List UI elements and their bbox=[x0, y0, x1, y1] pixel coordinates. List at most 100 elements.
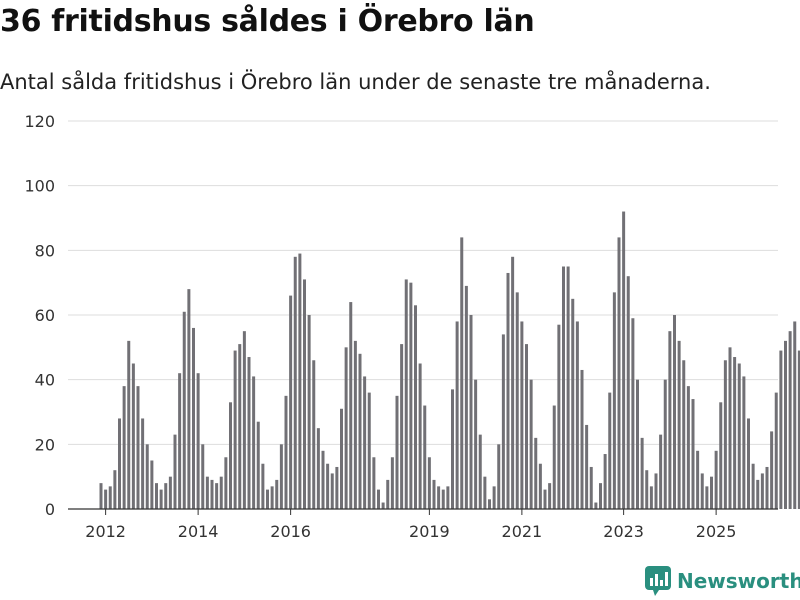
bar bbox=[266, 489, 269, 509]
bar bbox=[168, 476, 172, 509]
bar bbox=[696, 450, 700, 509]
bar bbox=[751, 463, 755, 509]
bar bbox=[400, 344, 404, 509]
bar bbox=[108, 486, 112, 509]
bar bbox=[344, 347, 348, 509]
bar bbox=[390, 457, 394, 509]
bar bbox=[298, 253, 302, 509]
bar bbox=[99, 483, 103, 509]
bar bbox=[511, 256, 515, 509]
bar bbox=[571, 298, 575, 509]
bar bbox=[307, 315, 311, 509]
bar bbox=[774, 392, 778, 509]
bar bbox=[469, 315, 473, 509]
bar bbox=[340, 408, 343, 509]
bar bbox=[289, 295, 293, 509]
bar bbox=[737, 363, 741, 509]
bar bbox=[242, 331, 246, 509]
bar bbox=[270, 486, 274, 509]
bar bbox=[797, 350, 800, 509]
bar bbox=[261, 463, 265, 509]
bar bbox=[349, 302, 353, 509]
bar bbox=[229, 402, 232, 509]
bar bbox=[700, 473, 704, 509]
bar bbox=[363, 376, 367, 509]
bar bbox=[589, 466, 593, 509]
bar bbox=[136, 386, 140, 509]
bar bbox=[455, 321, 459, 509]
bar bbox=[529, 379, 533, 509]
y-tick-label: 60 bbox=[35, 306, 55, 325]
bar bbox=[566, 266, 570, 509]
x-tick-label: 2025 bbox=[696, 522, 737, 541]
bar bbox=[599, 483, 602, 509]
y-tick-label: 80 bbox=[35, 241, 55, 260]
brand-logo: Newsworthy bbox=[645, 566, 800, 596]
x-tick-label: 2021 bbox=[502, 522, 543, 541]
bar bbox=[409, 282, 413, 509]
bar bbox=[182, 311, 186, 509]
x-tick-label: 2019 bbox=[409, 522, 450, 541]
bar bbox=[515, 292, 519, 509]
bar bbox=[645, 470, 649, 509]
bar bbox=[377, 489, 380, 509]
chart-subtitle: Antal sålda fritidshus i Örebro län unde… bbox=[0, 70, 711, 94]
bar bbox=[742, 376, 746, 509]
bar bbox=[714, 450, 718, 509]
bar bbox=[770, 431, 774, 509]
bar bbox=[113, 470, 117, 509]
bar bbox=[224, 457, 228, 509]
bar bbox=[557, 324, 561, 509]
bar bbox=[686, 386, 690, 509]
bar bbox=[437, 486, 441, 509]
bar bbox=[293, 256, 297, 509]
bar bbox=[663, 379, 667, 509]
brand-name: Newsworthy bbox=[677, 569, 800, 593]
bar bbox=[178, 373, 182, 509]
bar bbox=[441, 489, 445, 509]
bar bbox=[603, 454, 607, 509]
bar bbox=[756, 479, 760, 509]
bar bbox=[765, 466, 769, 509]
bar bbox=[145, 444, 149, 509]
bar bbox=[649, 486, 653, 509]
bar bbox=[506, 272, 510, 509]
bar bbox=[483, 476, 487, 509]
bar bbox=[164, 483, 168, 509]
bar bbox=[548, 483, 552, 509]
bar bbox=[636, 379, 639, 509]
bar bbox=[238, 344, 242, 509]
bar bbox=[608, 392, 612, 509]
bar bbox=[414, 305, 417, 509]
bar bbox=[659, 434, 663, 509]
bar bbox=[497, 444, 501, 509]
bar bbox=[585, 424, 589, 509]
bar bbox=[488, 499, 491, 509]
chart-title: 36 fritidshus såldes i Örebro län bbox=[0, 4, 535, 39]
bar bbox=[104, 489, 108, 509]
bar bbox=[464, 285, 468, 509]
bar bbox=[677, 340, 681, 509]
bar bbox=[122, 386, 126, 509]
bar bbox=[187, 289, 191, 509]
newsworthy-logo-icon bbox=[645, 566, 671, 596]
bar bbox=[335, 466, 339, 509]
bar bbox=[654, 473, 658, 509]
bar bbox=[710, 476, 713, 509]
bar bbox=[196, 373, 200, 509]
bar bbox=[784, 340, 787, 509]
x-tick-label: 2023 bbox=[603, 522, 644, 541]
bar bbox=[131, 363, 135, 509]
bar bbox=[367, 392, 371, 509]
bar bbox=[793, 321, 797, 509]
bar bbox=[728, 347, 732, 509]
bar bbox=[173, 434, 177, 509]
bar bbox=[543, 489, 547, 509]
bar bbox=[705, 486, 709, 509]
bar bbox=[275, 479, 279, 509]
bar bbox=[201, 444, 205, 509]
bar bbox=[552, 405, 556, 509]
bar bbox=[118, 418, 121, 509]
bar bbox=[668, 331, 672, 509]
y-tick-label: 120 bbox=[24, 112, 55, 131]
